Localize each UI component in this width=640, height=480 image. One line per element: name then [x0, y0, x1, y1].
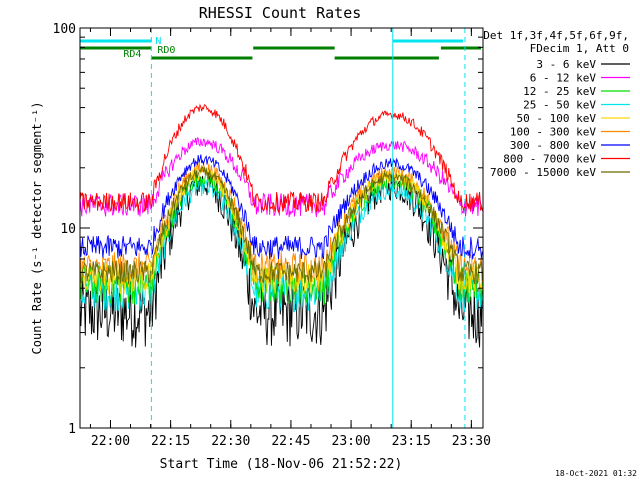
x-tick-label: 23:00: [332, 434, 371, 449]
legend-label: 3 - 6 keV: [536, 58, 596, 71]
x-tick-label: 22:45: [271, 434, 310, 449]
vertical-markers: [79, 28, 466, 428]
series-line-300-800keV: [79, 154, 483, 260]
timestamp: 18-Oct-2021 01:32: [555, 469, 637, 478]
legend-label: 100 - 300 keV: [510, 126, 596, 139]
x-axis-label: Start Time (18-Nov-06 21:52:22): [160, 457, 403, 472]
y-axis-label: Count Rate (s⁻¹ detector segment⁻¹): [30, 102, 44, 355]
axes: 22:00 22:15 22:30 22:45 23:00 23:15 23:30 1 10 10…: [53, 22, 491, 449]
legend-label: 7000 - 15000 keV: [490, 166, 596, 179]
y-tick-label: 100: [53, 22, 76, 37]
legend-label: 800 - 7000 keV: [503, 153, 596, 166]
flag-label-RD4: RD4: [123, 49, 141, 60]
series-line-12-25keV: [79, 168, 483, 305]
legend-label: 50 - 100 keV: [517, 112, 597, 125]
series-line-800-7000keV: [79, 103, 483, 214]
legend-header-line-1: Det 1f,3f,4f,5f,6f,9f,: [483, 29, 629, 42]
x-tick-label: 22:00: [91, 434, 130, 449]
legend-label: 25 - 50 keV: [523, 99, 596, 112]
y-tick-label: 1: [68, 422, 76, 437]
flag-label-N: N: [155, 36, 161, 47]
legend-label: 6 - 12 keV: [530, 72, 597, 85]
series-line-7000-15000keV: [79, 166, 483, 285]
x-tick-label: 22:30: [211, 434, 250, 449]
legend-label: 300 - 800 keV: [510, 139, 596, 152]
legend-label: 12 - 25 keV: [523, 85, 596, 98]
chart-title: RHESSI Count Rates: [199, 4, 362, 22]
flag-label-RD0: RD0: [157, 45, 175, 56]
x-tick-label: 23:15: [392, 434, 431, 449]
y-tick-label: 10: [60, 222, 76, 237]
series-line-6-12keV: [79, 137, 483, 218]
x-tick-label: 22:15: [151, 434, 190, 449]
series-line-50-100keV: [79, 166, 483, 296]
legend-header-line-2: FDecim 1, Att 0: [530, 42, 629, 55]
series-lines: [79, 103, 483, 348]
x-tick-label: 23:30: [452, 434, 491, 449]
